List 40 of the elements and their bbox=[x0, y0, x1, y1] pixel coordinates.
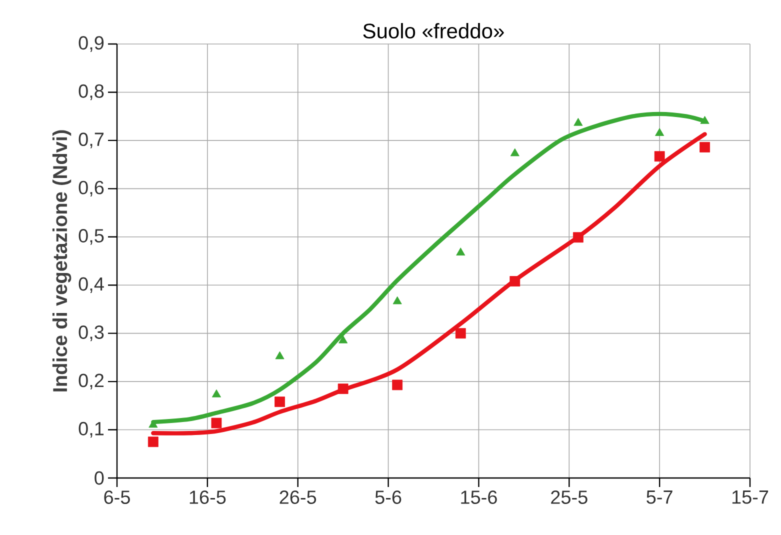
y-tick-label: 0,9 bbox=[78, 36, 104, 52]
y-tick-label: 0,8 bbox=[78, 84, 104, 100]
x-tick-label: 6-5 bbox=[104, 490, 130, 504]
y-tick-label: 0,2 bbox=[78, 374, 104, 390]
point bbox=[275, 351, 284, 360]
point bbox=[456, 248, 466, 256]
y-tick-label: 0,1 bbox=[78, 422, 104, 438]
x-tick-label: 5-6 bbox=[375, 490, 402, 504]
x-tick-label: 15-7 bbox=[732, 490, 768, 504]
point bbox=[455, 328, 466, 339]
x-tick-label: 5-7 bbox=[646, 490, 672, 504]
point bbox=[274, 396, 285, 408]
point bbox=[572, 232, 584, 243]
y-tick-label: 0,3 bbox=[78, 325, 104, 342]
point bbox=[212, 389, 221, 398]
point bbox=[510, 276, 520, 286]
y-axis-title: Indice di vegetazione (Ndvi) bbox=[52, 130, 72, 392]
x-tick-label: 15-6 bbox=[461, 490, 497, 504]
point bbox=[510, 148, 520, 156]
point bbox=[338, 335, 348, 344]
y-tick-label: 0 bbox=[94, 471, 104, 485]
point bbox=[392, 296, 402, 304]
chart-title: Suolo «freddo» bbox=[363, 23, 504, 38]
y-tick-label: 0,4 bbox=[78, 277, 104, 293]
x-tick-label: 26-5 bbox=[280, 490, 316, 504]
point bbox=[574, 118, 583, 126]
point bbox=[392, 380, 403, 390]
x-tick-label: 25-5 bbox=[551, 490, 588, 504]
x-tick-label: 16-5 bbox=[190, 490, 226, 504]
point bbox=[654, 151, 665, 162]
point bbox=[148, 420, 158, 428]
point bbox=[338, 384, 348, 394]
point bbox=[700, 116, 710, 124]
point bbox=[148, 436, 158, 448]
point bbox=[655, 128, 664, 136]
y-tick-label: 0,5 bbox=[78, 229, 104, 245]
point bbox=[211, 418, 222, 428]
y-tick-label: 0,7 bbox=[78, 132, 104, 148]
y-tick-label: 0,6 bbox=[78, 180, 104, 197]
point bbox=[700, 142, 710, 152]
